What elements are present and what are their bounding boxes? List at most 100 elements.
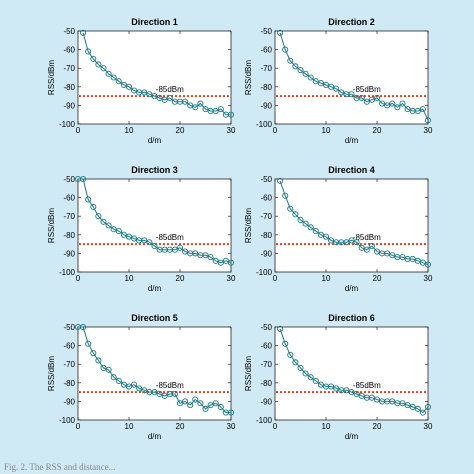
data-point [317, 381, 324, 388]
data-point [368, 96, 375, 103]
threshold-label: -85dBm [353, 85, 381, 94]
figure-caption: Fig. 2. The RSS and distance... [4, 462, 116, 472]
data-point [302, 70, 309, 77]
y-tick-label: -90 [63, 249, 75, 258]
data-point [115, 228, 122, 235]
y-tick-label: -50 [63, 27, 75, 36]
y-axis-label: RSS/dBm [244, 60, 253, 95]
data-point [141, 89, 148, 96]
data-point [171, 246, 178, 253]
data-point [105, 366, 112, 373]
data-point [202, 106, 209, 113]
data-point [197, 400, 204, 407]
data-point [125, 383, 133, 390]
y-tick-label: -80 [260, 83, 272, 92]
x-tick-label: 30 [227, 274, 236, 283]
data-point [80, 29, 87, 36]
x-tick-label: 20 [176, 274, 185, 283]
y-tick-label: -70 [63, 64, 75, 73]
data-point [105, 222, 112, 229]
data-point [312, 78, 319, 85]
data-point [202, 252, 209, 259]
data-point [161, 96, 168, 103]
data-point [217, 106, 224, 113]
x-tick-label: 0 [76, 274, 81, 283]
x-axis-label: d/m [148, 284, 162, 293]
data-point [409, 255, 416, 263]
y-tick-label: -80 [260, 379, 272, 388]
data-point [292, 211, 299, 218]
y-tick-label: -100 [59, 268, 76, 277]
y-tick-label: -70 [63, 360, 75, 369]
y-tick-label: -50 [260, 27, 272, 36]
data-point [333, 85, 340, 92]
data-point [141, 387, 148, 394]
data-point [297, 364, 304, 371]
threshold-label: -85dBm [156, 233, 184, 242]
data-point [414, 257, 421, 264]
y-axis-label: RSS/dBm [47, 208, 56, 243]
data-point [389, 100, 396, 107]
data-point [307, 224, 314, 231]
data-point [192, 250, 199, 257]
y-tick-label: -70 [260, 212, 272, 221]
data-point [399, 400, 406, 407]
data-point [328, 383, 335, 390]
data-point [363, 98, 370, 105]
data-point [363, 246, 370, 253]
data-point [85, 48, 92, 55]
data-point [322, 81, 330, 88]
subplot-title: Direction 3 [131, 165, 178, 175]
data-point [161, 392, 168, 399]
data-point [136, 385, 143, 392]
data-point [131, 235, 138, 242]
plot-area [274, 326, 429, 421]
data-point [358, 244, 365, 251]
data-point [282, 340, 289, 347]
data-point [297, 216, 304, 223]
data-point [100, 218, 107, 225]
data-point [110, 226, 117, 233]
data-point [95, 61, 102, 68]
data-point [389, 398, 396, 405]
x-tick-label: 10 [322, 126, 331, 135]
data-point [166, 94, 173, 102]
data-point [302, 220, 309, 227]
data-point [348, 389, 355, 396]
data-point [424, 403, 432, 411]
data-point [404, 402, 411, 409]
data-point [146, 91, 153, 98]
data-point [151, 93, 158, 100]
subplot-title: Direction 1 [131, 17, 178, 27]
data-point [277, 325, 284, 332]
plot-area [274, 30, 429, 125]
data-point [85, 196, 92, 203]
data-point [151, 389, 158, 396]
data-point [368, 242, 375, 250]
data-point [115, 78, 122, 85]
y-tick-label: -90 [63, 397, 75, 406]
data-point [358, 94, 365, 102]
x-tick-label: 0 [76, 126, 81, 135]
y-tick-label: -100 [256, 268, 273, 277]
x-tick-label: 20 [373, 422, 382, 431]
data-point [277, 29, 284, 36]
data-point [120, 81, 127, 88]
data-point [141, 237, 148, 244]
y-axis-label: RSS/dBm [244, 208, 253, 243]
data-point [212, 257, 219, 264]
data-point [217, 259, 224, 266]
data-point [110, 74, 117, 81]
data-point [317, 80, 324, 87]
x-axis-label: d/m [148, 432, 162, 441]
data-point [156, 390, 163, 398]
y-tick-label: -100 [59, 120, 76, 129]
y-tick-label: -80 [63, 231, 75, 240]
threshold-label: -85dBm [156, 381, 184, 390]
data-point [227, 259, 235, 266]
data-point [85, 340, 92, 347]
y-tick-label: -100 [256, 416, 273, 425]
